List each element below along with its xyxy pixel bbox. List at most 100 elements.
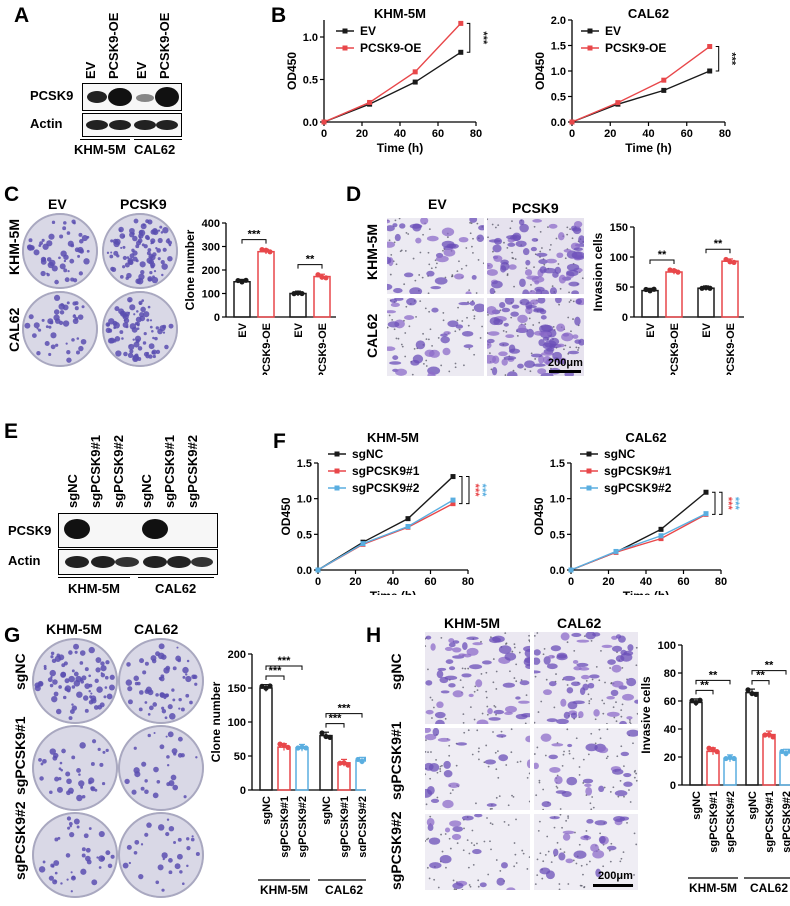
pore [457,306,459,309]
pore [510,751,513,754]
cell [440,336,450,344]
colony [70,875,76,881]
significance-label: *** [476,484,488,498]
cell [567,350,580,355]
data-dot [707,285,713,291]
colony-dish [22,213,98,289]
cell [573,850,587,859]
colony [78,232,83,237]
colony [189,700,193,705]
colony [165,831,170,837]
cell [528,290,536,294]
column-header: EV [428,196,447,212]
data-dot [643,286,649,293]
cell [534,670,541,674]
data-point [703,511,709,517]
pore [621,703,624,706]
pore [425,365,428,367]
colony [172,666,177,671]
pore [407,233,410,235]
colony [76,691,83,698]
colony [155,349,161,355]
pore [499,870,502,872]
legend-marker [586,485,592,491]
western-blot-actin [58,549,218,575]
pore [428,877,431,880]
pore [568,752,571,755]
x-tick-label: PCSK9-OE [725,323,737,375]
colony [82,695,89,701]
pore [542,653,545,656]
colony [88,674,91,678]
data-point [450,501,456,507]
colony [78,345,84,352]
cell [515,696,521,700]
cell [537,298,546,304]
cell [518,219,525,226]
cell [606,845,617,851]
legend-label: EV [360,24,376,38]
cell [501,358,508,366]
pore [463,731,466,734]
colony [52,879,58,885]
legend-label: sgNC [604,447,636,461]
colony [186,845,191,851]
colony [157,237,163,244]
pore [514,853,517,856]
colony [149,270,153,275]
cell [544,340,557,348]
pore [425,803,428,806]
pore [393,241,396,244]
colonies [102,213,178,289]
pore [610,842,613,845]
series-line [323,51,462,123]
colony [50,332,57,339]
colony [144,779,148,783]
x-tick-label: 40 [640,576,652,588]
y-tick-label: 0 [214,312,220,324]
bar [779,752,790,786]
cell [548,681,557,687]
cell [615,634,622,639]
pore [448,744,451,747]
pore [464,667,467,670]
colony [81,795,86,799]
pore [629,719,631,721]
colony [65,771,71,777]
cells [487,218,584,294]
cell [434,277,448,285]
cell [592,632,601,637]
colony [167,238,170,241]
colony [138,236,142,239]
colony [104,675,109,680]
pore [461,667,464,670]
data-dot [267,683,273,689]
y-tick-label: 0.5 [297,529,312,541]
lane-label: sgPCSK9#2 [185,435,200,508]
y-tick-label: 400 [202,218,220,230]
pore [427,292,430,294]
pore [494,706,497,708]
pore [572,859,575,862]
pore [635,779,638,782]
cell [582,683,589,691]
colony [155,880,160,885]
data-dot [667,267,673,273]
cell [461,673,472,678]
colony [81,853,86,858]
data-point [315,567,321,573]
significance-bracket [751,680,770,685]
pore [580,864,583,867]
cells [425,632,530,724]
colony [78,773,81,776]
row-label: CAL62 [6,307,22,352]
cell [493,709,505,715]
pore [390,254,393,256]
pore [573,650,576,652]
pore [533,225,536,228]
pore [481,325,483,328]
colony [195,851,200,857]
pore [422,233,424,236]
data-dot [647,288,653,294]
cell [466,636,479,641]
